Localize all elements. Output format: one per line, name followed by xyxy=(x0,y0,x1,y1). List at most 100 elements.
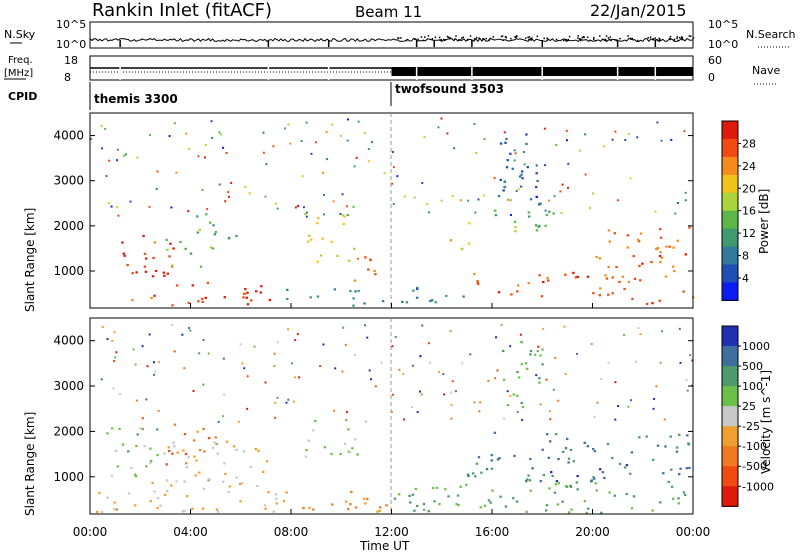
heatmap-cell xyxy=(106,432,109,435)
heatmap-cell xyxy=(398,368,401,371)
freq-unit-label: [MHz] xyxy=(4,68,33,79)
heatmap-cell xyxy=(308,234,311,237)
heatmap-cell xyxy=(600,377,603,380)
nsky-line xyxy=(89,37,694,43)
heatmap-cell xyxy=(376,510,379,513)
heatmap-cell xyxy=(437,126,440,129)
heatmap-cell xyxy=(475,462,479,465)
heatmap-cell xyxy=(547,456,550,459)
heatmap-cell xyxy=(645,302,649,306)
heatmap-cell xyxy=(183,509,186,512)
heatmap-cell xyxy=(584,133,587,136)
heatmap-cell xyxy=(312,429,315,432)
heatmap-cell xyxy=(613,494,616,497)
heatmap-cell xyxy=(673,269,676,273)
nsearch-point xyxy=(681,36,683,38)
heatmap-cell xyxy=(321,237,324,240)
heatmap-cell xyxy=(211,136,214,139)
heatmap-cell xyxy=(451,195,454,198)
heatmap-cell xyxy=(117,214,120,217)
heatmap-cell xyxy=(655,247,659,251)
heatmap-cell xyxy=(536,179,539,183)
heatmap-cell xyxy=(563,325,566,328)
heatmap-cell xyxy=(623,287,626,291)
heatmap-cell xyxy=(202,338,205,341)
heatmap-cell xyxy=(153,373,156,376)
heatmap-cell xyxy=(286,288,289,291)
heatmap-cell xyxy=(232,445,236,448)
nsearch-point xyxy=(654,37,656,39)
heatmap-cell xyxy=(217,420,220,423)
heatmap-cell xyxy=(459,485,462,488)
heatmap-cell xyxy=(214,230,218,234)
heatmap-cell xyxy=(652,458,655,461)
heatmap-cell xyxy=(572,460,576,463)
heatmap-cell xyxy=(603,476,606,480)
colorbar-swatch xyxy=(722,156,738,176)
nsearch-point xyxy=(567,38,570,41)
heatmap-cell xyxy=(274,497,278,500)
heatmap-cell xyxy=(538,274,541,277)
heatmap-cell xyxy=(183,367,186,370)
heatmap-cell xyxy=(189,329,192,332)
heatmap-cell xyxy=(576,488,579,491)
heatmap-cell xyxy=(503,180,507,183)
heatmap-cell xyxy=(208,478,211,481)
y-tick-label: 3000 xyxy=(53,174,84,188)
heatmap-cell xyxy=(520,401,523,405)
heatmap-cell xyxy=(538,203,541,206)
heatmap-cell xyxy=(460,247,464,250)
nsearch-point xyxy=(669,35,672,38)
velocity-y-axis-label: Slant Range [km] xyxy=(23,412,37,516)
heatmap-cell xyxy=(364,256,367,259)
heatmap-cell xyxy=(683,130,686,133)
heatmap-cell xyxy=(527,211,531,214)
heatmap-cell xyxy=(509,394,512,397)
heatmap-cell xyxy=(197,300,200,303)
heatmap-cell xyxy=(567,457,571,460)
heatmap-cell xyxy=(333,288,337,291)
heatmap-cell xyxy=(391,345,394,348)
power-colorbar: 4 8 12 16 20 24 28 xyxy=(721,120,756,301)
heatmap-cell xyxy=(111,339,114,342)
heatmap-cell xyxy=(688,466,691,470)
heatmap-cell xyxy=(146,365,149,368)
heatmap-cell xyxy=(529,349,533,353)
heatmap-cell xyxy=(500,323,503,326)
heatmap-cell xyxy=(209,246,213,249)
heatmap-cell xyxy=(300,140,303,143)
heatmap-cell xyxy=(191,507,194,510)
heatmap-cell xyxy=(287,398,290,401)
heatmap-cell xyxy=(502,189,505,192)
nsearch-point xyxy=(581,36,584,39)
heatmap-cell xyxy=(308,506,311,509)
heatmap-cell xyxy=(224,472,227,476)
heatmap-cell xyxy=(555,144,558,147)
heatmap-cell xyxy=(325,131,328,134)
heatmap-cell xyxy=(539,403,542,406)
heatmap-cell xyxy=(305,215,308,218)
heatmap-cell xyxy=(222,415,225,418)
heatmap-cell xyxy=(564,373,567,376)
heatmap-cell xyxy=(659,260,662,264)
nsearch-tick-bottom: 10^0 xyxy=(708,38,738,51)
heatmap-cell xyxy=(123,154,126,157)
heatmap-cell xyxy=(135,445,138,448)
heatmap-cell xyxy=(480,471,483,474)
heatmap-cell xyxy=(671,265,675,268)
heatmap-cell xyxy=(189,252,193,255)
nsearch-point xyxy=(657,39,659,42)
nsearch-point xyxy=(649,36,652,38)
heatmap-cell xyxy=(238,482,242,486)
heatmap-cell xyxy=(390,410,393,413)
heatmap-cell xyxy=(510,293,513,296)
heatmap-cell xyxy=(171,304,174,307)
nsearch-point xyxy=(453,38,456,40)
heatmap-cell xyxy=(535,195,538,198)
nsearch-point xyxy=(599,35,601,37)
heatmap-cell xyxy=(595,489,598,492)
heatmap-cell xyxy=(168,255,171,258)
heatmap-cell xyxy=(630,507,634,510)
heatmap-cell xyxy=(301,175,304,178)
nsearch-point xyxy=(478,37,480,39)
